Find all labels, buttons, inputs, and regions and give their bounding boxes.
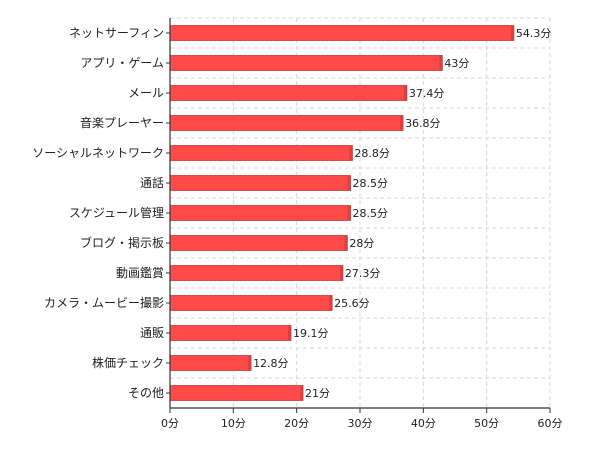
data-label: 28分 xyxy=(349,237,374,250)
category-labels: ネットサーフィンアプリ・ゲームメール音楽プレーヤーソーシャルネットワーク通話スケ… xyxy=(32,26,170,400)
bar xyxy=(169,355,252,371)
data-label: 43分 xyxy=(444,57,469,70)
category-label: アプリ・ゲーム xyxy=(80,56,164,70)
bar-edge xyxy=(344,235,348,251)
bar-edge xyxy=(287,325,291,341)
category-label: 株価チェック xyxy=(92,355,164,370)
bar-edge xyxy=(400,115,404,131)
bar-edge xyxy=(300,385,303,401)
data-label: 25.6分 xyxy=(334,297,370,310)
x-tick-label: 10分 xyxy=(221,417,246,430)
bar xyxy=(169,85,408,101)
bar xyxy=(169,205,351,221)
bar xyxy=(169,325,292,341)
bars xyxy=(169,25,515,401)
bar-edge xyxy=(248,355,252,371)
data-label: 28.5分 xyxy=(353,207,389,220)
bar-edge xyxy=(403,85,407,101)
bar xyxy=(169,115,404,131)
bar xyxy=(169,385,304,401)
bar xyxy=(169,295,333,311)
bar xyxy=(169,175,351,191)
category-label: ネットサーフィン xyxy=(69,26,164,40)
bar xyxy=(169,145,353,161)
bar-edge xyxy=(347,205,351,221)
data-label: 37.4分 xyxy=(409,87,445,100)
data-label: 21分 xyxy=(305,387,330,400)
category-label: その他 xyxy=(128,386,164,400)
x-tick-label: 30分 xyxy=(348,417,373,430)
x-tick-label: 0分 xyxy=(161,417,179,430)
bar-edge xyxy=(347,175,351,191)
category-label: スケジュール管理 xyxy=(69,205,164,220)
bar xyxy=(169,25,515,41)
x-tick-label: 50分 xyxy=(474,417,499,430)
category-label: 通話 xyxy=(140,175,164,190)
x-tick-label: 40分 xyxy=(411,417,436,430)
category-label: 通販 xyxy=(140,326,164,340)
x-axis-ticks: 0分 10分 20分 30分 40分 50分 60分 xyxy=(161,408,563,430)
category-label: ソーシャルネットワーク xyxy=(32,146,164,160)
bar-edge xyxy=(510,25,514,41)
bar-edge xyxy=(339,265,343,281)
data-label: 28.8分 xyxy=(354,147,390,160)
bar xyxy=(169,55,443,71)
x-tick-label: 60分 xyxy=(538,417,563,430)
data-labels: 54.3分 43分 37.4分 36.8分 28.8分 28.5分 28.5分 28分 27.3… xyxy=(253,27,551,400)
data-label: 12.8分 xyxy=(253,357,288,370)
bar xyxy=(169,235,348,251)
data-label: 27.3分 xyxy=(345,267,381,280)
data-label: 54.3分 xyxy=(516,27,552,40)
category-label: 音楽プレーヤー xyxy=(80,115,164,130)
bar-edge xyxy=(349,145,353,161)
x-tick-label: 20分 xyxy=(284,417,309,430)
category-label: ブログ・掲示板 xyxy=(80,235,164,250)
category-label: カメラ・ムービー撮影 xyxy=(44,296,164,310)
bar xyxy=(169,265,344,281)
bar-edge xyxy=(329,295,333,311)
category-label: メール xyxy=(128,86,164,100)
data-label: 28.5分 xyxy=(353,177,389,190)
data-label: 19.1分 xyxy=(293,327,329,340)
data-label: 36.8分 xyxy=(405,117,441,130)
category-label: 動画鑑賞 xyxy=(116,265,164,280)
bar-edge xyxy=(439,55,443,71)
